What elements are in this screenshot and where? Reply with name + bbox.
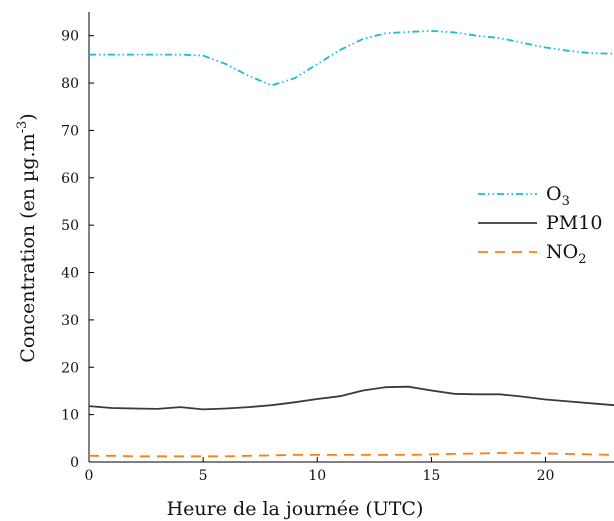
y-axis-label: Concentration (en µg.m-3): [15, 113, 39, 362]
series-line-o3: [89, 29, 614, 87]
legend-label-no2: NO2: [546, 241, 586, 267]
x-tick-label: 5: [199, 468, 208, 484]
y-tick-label: 0: [70, 455, 79, 471]
y-tick-label: 20: [61, 360, 79, 376]
y-tick-label: 40: [61, 266, 79, 282]
legend: O3 PM10 NO2: [478, 183, 602, 267]
x-tick-label: 20: [537, 468, 555, 484]
axes: 0 10 20 30 40 50 60 70 80 90 0 5 10 15 20: [61, 12, 614, 484]
series-layer: [88, 29, 614, 458]
y-tick-label: 90: [61, 29, 79, 45]
y-tick-label: 70: [61, 123, 79, 139]
y-tick-label: 10: [61, 408, 79, 424]
legend-label-pm10: PM10: [546, 212, 602, 234]
x-tick-label: 10: [308, 468, 326, 484]
x-tick-label: 15: [422, 468, 440, 484]
y-tick-label: 30: [61, 313, 79, 329]
x-tick-label: 0: [85, 468, 94, 484]
series-line-no2: [89, 452, 614, 458]
series-line-pm10: [88, 385, 614, 411]
y-tick-label: 60: [61, 171, 79, 187]
x-axis-label: Heure de la journée (UTC): [167, 498, 424, 520]
y-tick-label: 50: [61, 218, 79, 234]
y-tick-label: 80: [61, 76, 79, 92]
legend-label-o3: O3: [546, 183, 570, 209]
